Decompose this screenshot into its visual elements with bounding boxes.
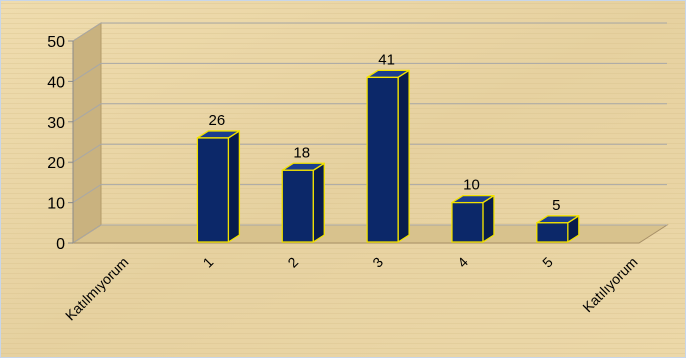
y-tick-label: 10 (47, 196, 65, 213)
bar (281, 162, 325, 243)
data-label: 10 (463, 177, 480, 194)
gridline (72, 62, 667, 82)
bar-side (397, 69, 410, 243)
bar (536, 215, 580, 243)
bar (196, 130, 241, 243)
data-label: 41 (378, 51, 395, 68)
data-label: 18 (293, 144, 310, 161)
y-tick-label: 20 (47, 155, 65, 172)
y-tick-label: 0 (56, 236, 65, 253)
y-tick-label: 40 (47, 74, 65, 91)
gridline (72, 103, 667, 123)
bar (451, 194, 495, 243)
y-tick-label: 30 (47, 115, 65, 132)
bar-front (281, 169, 314, 243)
bar (366, 69, 410, 243)
data-label: 26 (209, 112, 226, 129)
gridline (72, 143, 667, 163)
bar-front (451, 201, 484, 243)
bar-front (536, 222, 569, 243)
side-wall (72, 22, 102, 244)
gridline (72, 22, 667, 42)
gridline (72, 184, 667, 204)
bar-side (482, 194, 495, 243)
y-tick-label: 50 (47, 34, 65, 51)
bar-side (312, 162, 325, 243)
bar-front (196, 137, 230, 243)
bar-side (227, 130, 241, 243)
bar-front (366, 76, 399, 243)
data-label: 5 (552, 197, 560, 214)
